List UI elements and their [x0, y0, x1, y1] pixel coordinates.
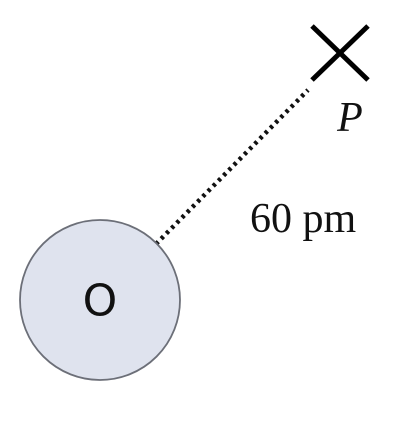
distance-label: 60 pm	[250, 196, 357, 242]
distance-line	[154, 88, 310, 246]
atom-label: O	[83, 276, 118, 327]
point-label: P	[336, 95, 363, 141]
cross-icon	[310, 24, 370, 82]
atom-circle	[19, 219, 181, 381]
